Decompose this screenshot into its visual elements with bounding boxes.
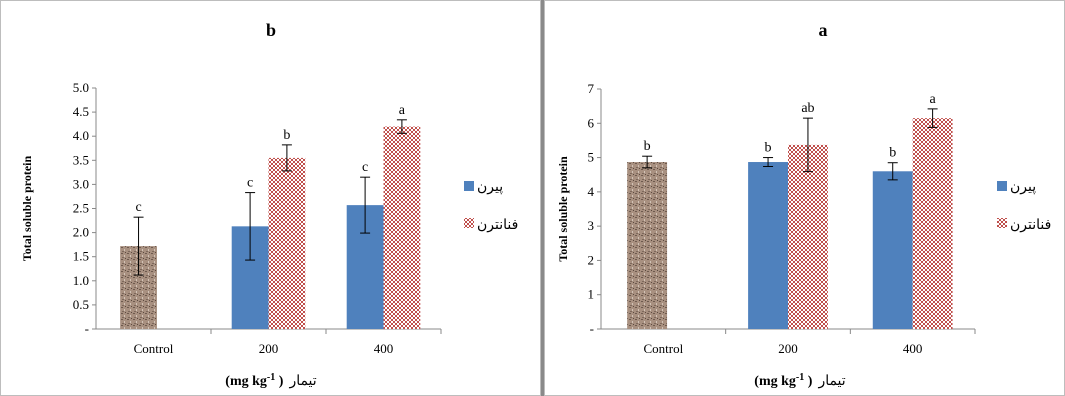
x-tick-label: 400 (903, 341, 923, 356)
bar-series-1 (872, 171, 913, 329)
significance-letter: a (930, 92, 937, 107)
legend-label-2: فنانترن (477, 218, 518, 233)
significance-letter: b (283, 128, 290, 143)
y-tick-label: 3.5 (73, 152, 89, 167)
y-tick-label: 4 (588, 184, 595, 199)
y-tick-label: 5 (588, 150, 595, 165)
x-axis-label-exp: -1 (796, 372, 804, 383)
x-axis-label: (mg kg-1 ) تیمار (754, 372, 845, 390)
y-axis-label: Total soluble protein (556, 156, 570, 262)
y-tick-label: - (85, 321, 89, 336)
y-tick-label: 1 (588, 287, 595, 302)
significance-letter: b (765, 141, 772, 156)
bar-series-2 (912, 118, 953, 330)
legend-label-1: پیرن (477, 180, 503, 195)
chart-title: b (266, 20, 276, 40)
x-tick-label: Control (134, 341, 174, 356)
x-axis-label-unit: (mg kg (225, 374, 267, 389)
y-axis-label: Total soluble protein (20, 155, 34, 261)
y-tick-label: 3 (588, 218, 595, 233)
chart-title: a (819, 20, 828, 40)
y-tick-label: 7 (588, 81, 595, 96)
bar-series-1 (748, 162, 788, 329)
significance-letter: c (362, 160, 368, 175)
y-tick-label: 4.5 (73, 104, 89, 119)
significance-letter: b (644, 139, 651, 154)
chart-panel-b: b - 0.5 1.0 1.5 2.0 2.5 3.0 3.5 4.0 4.5 5.0 Total so… (0, 0, 541, 396)
y-tick-label: 1.0 (73, 273, 89, 288)
significance-letter: c (247, 176, 253, 191)
chart-panel-a: a -1 2 3 4 5 6 7 Total soluble protein Control 200… (544, 0, 1065, 396)
x-tick-label: 400 (374, 341, 394, 356)
legend-swatch-2 (997, 218, 1007, 228)
x-axis-label-main: تیمار (817, 374, 845, 389)
bar-series-2 (268, 157, 306, 329)
y-tick-label: 0.5 (73, 297, 89, 312)
legend-swatch-2 (464, 218, 474, 228)
legend-label-2: فنانترن (1010, 218, 1051, 233)
y-tick-label: 1.5 (73, 249, 89, 264)
y-tick-label: 4.0 (73, 128, 89, 143)
x-tick-label: Control (643, 341, 683, 356)
y-tick-label: 6 (588, 115, 595, 130)
significance-letter: a (399, 103, 406, 118)
y-tick-label: 2 (588, 252, 595, 267)
significance-letter: b (889, 146, 896, 161)
x-tick-label: 200 (778, 341, 798, 356)
chart-b-svg: b - 0.5 1.0 1.5 2.0 2.5 3.0 3.5 4.0 4.5 5.0 Total so… (20, 20, 518, 390)
y-tick-label: - (590, 321, 594, 336)
significance-letter: ab (801, 101, 814, 116)
bar-series-2 (383, 126, 421, 329)
y-tick-label: 5.0 (73, 80, 89, 95)
bar-control (627, 162, 668, 329)
x-axis-label-exp: -1 (267, 372, 275, 383)
y-tick-label: 3.0 (73, 176, 89, 191)
x-axis-label-unit: (mg kg (754, 374, 796, 389)
legend-label-1: پیرن (1010, 180, 1036, 195)
legend-swatch-1 (464, 181, 474, 191)
legend-swatch-1 (997, 181, 1007, 191)
x-axis-label-close: ) (275, 374, 284, 389)
x-axis-label-main: تیمار (288, 374, 316, 389)
y-tick-label: 2.0 (73, 225, 89, 240)
x-tick-label: 200 (259, 341, 279, 356)
significance-letter: c (135, 200, 141, 215)
panel-divider (541, 0, 544, 396)
bar-series-2 (788, 144, 828, 329)
y-tick-label: 2.5 (73, 201, 89, 216)
x-axis-label: (mg kg-1 ) تیمار (225, 372, 316, 390)
x-axis-label-close: ) (804, 374, 813, 389)
